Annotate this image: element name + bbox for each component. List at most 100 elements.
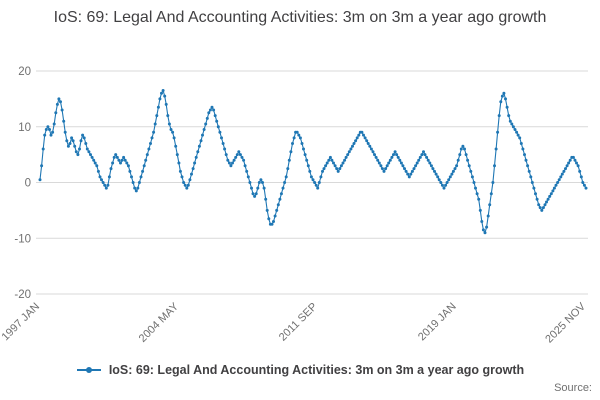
series-point [275,208,279,212]
series-point [573,158,577,162]
series-point [333,164,337,168]
series-point [565,164,569,168]
series-point [63,130,67,134]
series-point [93,161,97,165]
series-point [328,155,332,159]
series-point [371,150,375,154]
series-point [248,181,252,184]
series-point [46,125,50,129]
series-point [117,158,121,162]
series-point [273,214,277,218]
series-point [387,161,391,165]
series-point [202,128,206,131]
series-point [444,183,448,187]
series-point [278,197,282,201]
series-point [250,186,253,190]
series-point [237,150,241,154]
series-point [175,153,179,157]
series-point [169,128,173,131]
series-point [393,150,397,154]
series-point [385,164,389,168]
series-point [191,167,195,171]
series-point [343,158,347,162]
series-point [142,164,146,168]
legend-item[interactable]: IoS: 69: Legal And Accounting Activities… [0,363,600,377]
series-point [112,155,116,159]
series-point [52,122,56,126]
series-point [366,142,370,145]
series-point [513,128,517,131]
series-point [224,153,228,157]
series-point [303,153,307,157]
series-point [300,142,304,145]
series-point [317,181,321,184]
series-point [567,161,571,165]
series-point [543,203,547,207]
series-point [463,147,466,151]
series-point [483,231,487,235]
series-point [306,164,310,168]
series-point [455,164,459,168]
series-point [66,144,70,148]
series-point [357,133,361,137]
series-point [442,186,446,190]
legend-line-icon [76,367,101,373]
series-point [557,178,561,182]
series-point [57,97,61,101]
series-point [85,147,89,151]
series-point [548,194,552,198]
series-point [488,203,492,207]
series-point [133,186,137,190]
series-point [259,178,263,182]
series-point [204,122,208,126]
series-point [283,181,287,184]
series-point [136,186,140,190]
series-point [494,147,498,151]
series-point [196,150,200,154]
series-point [571,155,575,159]
series-point [160,91,163,95]
series-point [395,153,399,157]
series-point [104,186,108,190]
series-point [272,220,275,223]
series-point [346,153,350,157]
series-point [311,178,315,182]
series-point [107,175,111,179]
series-point [153,122,157,126]
series-point [262,186,266,190]
series-point [188,178,192,182]
series-point [128,169,132,173]
series-point [422,150,425,154]
x-tick-label: 1997 JAN [0,301,42,344]
series-point [74,150,78,154]
series-point [185,186,189,190]
series-point [362,133,365,137]
series-point [220,136,223,140]
series-point [235,153,239,157]
series-point [414,164,418,168]
series-point [352,142,356,145]
series-point [234,155,238,159]
series-point [81,133,85,137]
series-point [535,197,539,201]
series-point [205,116,209,120]
series-point [87,150,91,154]
y-tick-label: -10 [14,233,31,245]
series-point [344,155,348,159]
series-point [425,155,429,159]
series-point [207,111,211,115]
series-point [98,175,102,179]
series-point [404,169,408,173]
series-point [502,91,506,95]
series-point [84,142,88,145]
series-point [524,158,528,162]
series-point [380,167,384,171]
series-point [213,114,217,118]
series-point [125,161,129,165]
series-point [177,161,181,165]
series-point [568,158,572,162]
series-point [41,147,45,151]
series-point [521,147,525,151]
series-point [335,167,339,171]
